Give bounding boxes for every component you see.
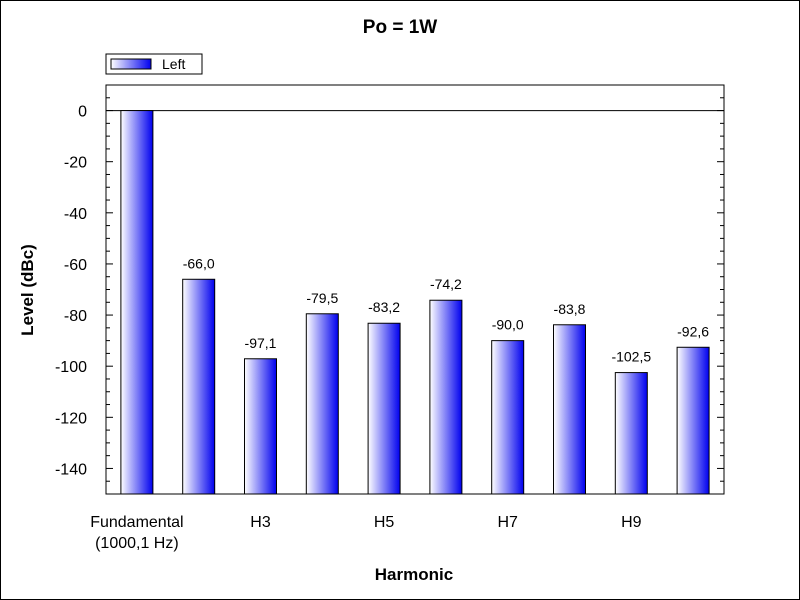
bar xyxy=(676,346,710,495)
y-tick-label: -140 xyxy=(55,461,87,478)
y-tick-label: -40 xyxy=(64,206,87,223)
data-label: -74,2 xyxy=(430,276,462,292)
bar xyxy=(614,372,648,495)
bar xyxy=(182,278,216,495)
x-tick-label: H9 xyxy=(621,514,642,531)
bar xyxy=(305,313,339,495)
data-label: -97,1 xyxy=(245,335,277,351)
data-label: -102,5 xyxy=(611,349,651,365)
bar xyxy=(244,358,277,495)
bar xyxy=(367,322,401,495)
y-tick-label: 0 xyxy=(78,104,87,121)
bar xyxy=(120,110,154,495)
bar xyxy=(491,340,525,495)
y-tick-label: -60 xyxy=(64,257,87,274)
x-tick-label: H7 xyxy=(497,514,518,531)
bar xyxy=(553,324,586,495)
x-axis-label: Harmonic xyxy=(375,565,453,584)
chart-title: Po = 1W xyxy=(363,17,437,38)
y-tick-label: -80 xyxy=(64,308,87,325)
y-tick-label: -120 xyxy=(55,410,87,427)
x-tick-label: Fundamental xyxy=(90,514,183,531)
data-label: -83,8 xyxy=(554,301,586,317)
y-tick-label: -100 xyxy=(55,359,87,376)
y-axis-label: Level (dBc) xyxy=(18,244,37,336)
data-label: -66,0 xyxy=(183,255,215,271)
y-tick-label: -20 xyxy=(64,155,87,172)
data-label: -92,6 xyxy=(677,323,709,339)
x-tick-label: (1000,1 Hz) xyxy=(95,535,179,552)
legend-swatch xyxy=(110,58,152,70)
data-label: -79,5 xyxy=(306,290,338,306)
bar xyxy=(429,299,463,495)
x-tick-label: H3 xyxy=(250,514,271,531)
data-label: -83,2 xyxy=(368,299,400,315)
x-tick-label: H5 xyxy=(374,514,395,531)
plot-area: 0 -20 -40 -60 -80 -100 -120 -140 -66,0 -97,1 -79,5… xyxy=(55,84,725,552)
data-label: -90,0 xyxy=(492,317,524,333)
legend: Left xyxy=(105,53,203,75)
legend-label-left: Left xyxy=(162,56,185,72)
